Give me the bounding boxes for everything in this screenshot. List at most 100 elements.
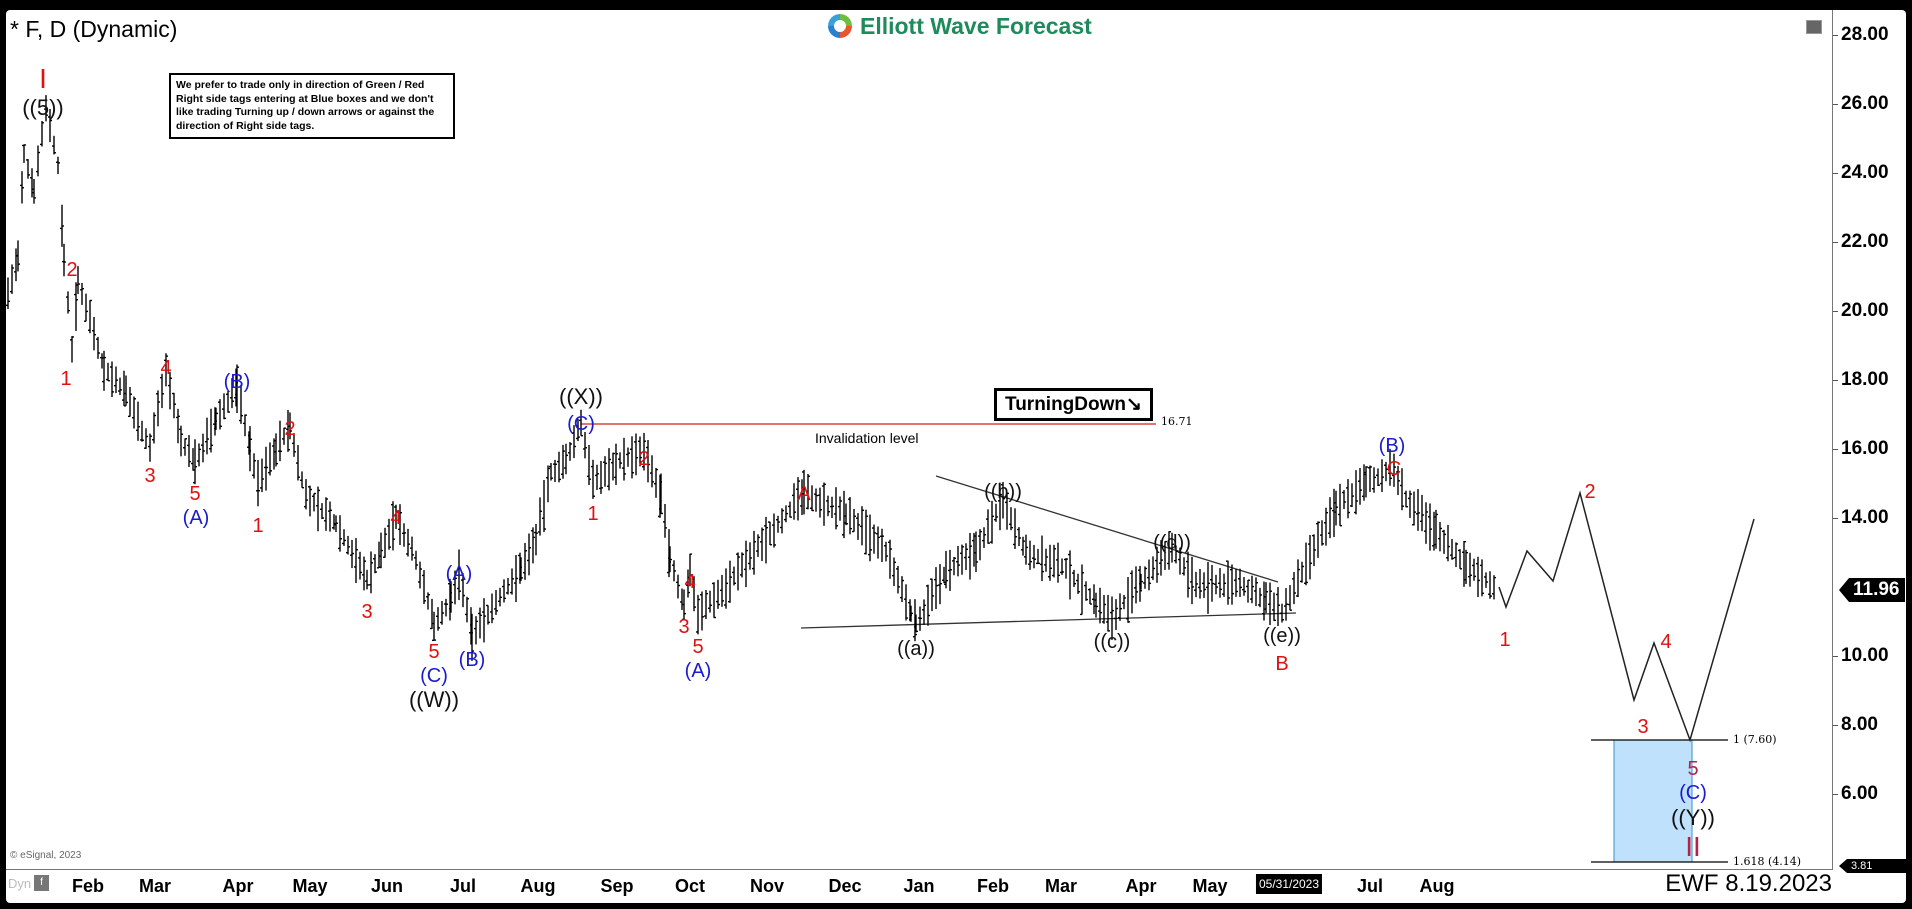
svg-text:1: 1 [1499, 629, 1510, 651]
svg-text:(C): (C) [420, 665, 448, 687]
y-tick: 22.00 [1841, 231, 1889, 252]
x-tick: Sep [600, 876, 634, 896]
y-tick: 24.00 [1841, 162, 1889, 183]
svg-text:(B): (B) [1379, 435, 1406, 457]
price-axis[interactable]: 28.00 26.00 24.00 22.00 20.00 18.00 16.0… [1833, 10, 1906, 873]
y-tick: 8.00 [1841, 714, 1878, 735]
copyright-text: © eSignal, 2023 [10, 850, 82, 861]
svg-text:(B): (B) [459, 649, 486, 671]
x-tick: May [1192, 876, 1228, 896]
x-tick: Mar [1044, 876, 1078, 896]
svg-text:2: 2 [1584, 481, 1595, 503]
svg-text:(C): (C) [567, 413, 595, 435]
svg-text:1: 1 [252, 515, 263, 537]
svg-text:((d)): ((d)) [1153, 532, 1191, 554]
svg-text:4: 4 [160, 357, 171, 379]
svg-text:((Y)): ((Y)) [1671, 805, 1715, 830]
x-tick: Feb [71, 876, 105, 896]
svg-text:A: A [797, 483, 811, 505]
x-tick: Feb [976, 876, 1010, 896]
y-tick: 26.00 [1841, 93, 1889, 114]
svg-text:5: 5 [1687, 758, 1698, 780]
svg-text:((W)): ((W)) [409, 687, 459, 712]
svg-text:2: 2 [638, 448, 649, 470]
svg-text:((c)): ((c)) [1094, 631, 1131, 653]
y-tick: 16.00 [1841, 438, 1889, 459]
wave-labels: I ((5)) 2 1 4 3 5 (A) (B) 2 1 4 3 (A) 5 … [22, 63, 1715, 862]
svg-text:(A): (A) [685, 660, 712, 682]
x-tick: Jun [370, 876, 404, 896]
lock-icon[interactable]: f [34, 875, 49, 891]
svg-text:((X)): ((X)) [559, 384, 603, 409]
brand-logo: Elliott Wave Forecast [822, 10, 1096, 42]
restore-window-icon[interactable] [1806, 20, 1822, 34]
triangle-lower-line [800, 612, 1297, 629]
svg-text:4: 4 [390, 507, 401, 529]
svg-text:1: 1 [587, 503, 598, 525]
svg-text:4: 4 [1660, 631, 1671, 653]
y-tick: 20.00 [1841, 300, 1889, 321]
time-axis[interactable]: Dyn f Feb Mar Apr May Jun Jul Aug Sep Oc… [6, 870, 1832, 903]
y-tick: 14.00 [1841, 507, 1889, 528]
svg-text:((e)): ((e)) [1263, 625, 1301, 647]
x-tick: Nov [749, 876, 785, 896]
svg-text:B: B [1275, 653, 1288, 675]
svg-text:2: 2 [66, 259, 77, 281]
x-tick: Jul [1356, 876, 1384, 896]
x-tick: Mar [138, 876, 172, 896]
arrow-down-right-icon: ↘ [1126, 394, 1142, 415]
y-tick: 6.00 [1841, 783, 1878, 804]
x-tick: Jul [449, 876, 477, 896]
svg-text:5: 5 [189, 483, 200, 505]
chart-title: * F, D (Dynamic) [10, 16, 178, 42]
projected-path [1498, 490, 1755, 743]
svg-text:3: 3 [678, 616, 689, 638]
invalidation-label: Invalidation level [815, 430, 919, 446]
svg-text:(A): (A) [183, 507, 210, 529]
ohlc-bars [6, 95, 1496, 661]
invalidation-value: 16.71 [1161, 415, 1193, 428]
brand-logo-icon [828, 14, 852, 38]
x-tick: Aug [1419, 876, 1455, 896]
x-tick: Jan [903, 876, 935, 896]
low-price-tag: 3.81 [1839, 859, 1906, 873]
y-tick: 28.00 [1841, 24, 1889, 45]
x-tick: Oct [674, 876, 706, 896]
trading-note: We prefer to trade only in direction of … [169, 73, 455, 139]
y-tick: 10.00 [1841, 645, 1889, 666]
target-blue-box [1613, 739, 1693, 863]
last-price-tag: 11.96 [1839, 578, 1905, 602]
svg-text:(C): (C) [1679, 782, 1707, 804]
x-tick: Apr [222, 876, 254, 896]
svg-text:2: 2 [284, 418, 295, 440]
x-tick: Apr [1125, 876, 1157, 896]
svg-text:3: 3 [144, 465, 155, 487]
turning-label: TurningDown [1005, 394, 1127, 415]
triangle-upper-line [935, 475, 1279, 583]
svg-text:((a)): ((a)) [897, 638, 935, 660]
svg-text:II: II [1685, 831, 1701, 862]
svg-text:3: 3 [361, 601, 372, 623]
x-tick: May [292, 876, 328, 896]
svg-text:(A): (A) [446, 563, 473, 585]
brand-logo-text: Elliott Wave Forecast [860, 12, 1092, 39]
fib-1618-label: 1.618 (4.14) [1733, 855, 1802, 868]
svg-text:((5)): ((5)) [22, 95, 64, 120]
ewf-date: EWF 8.19.2023 [1665, 870, 1832, 897]
turning-down-badge: TurningDown↘ [994, 388, 1153, 421]
svg-text:1: 1 [60, 368, 71, 390]
svg-text:5: 5 [692, 636, 703, 658]
svg-text:I: I [39, 63, 47, 94]
svg-text:((b)): ((b)) [984, 481, 1022, 503]
svg-text:(B): (B) [224, 371, 251, 393]
date-cursor: 05/31/2023 [1255, 874, 1323, 894]
svg-text:4: 4 [684, 571, 695, 593]
svg-text:C: C [1387, 458, 1401, 480]
plot-area[interactable]: * F, D (Dynamic) Elliott Wave Forecast W… [6, 10, 1833, 870]
dyn-label: Dyn [8, 876, 32, 891]
fib-1-label: 1 (7.60) [1733, 733, 1777, 746]
svg-text:3: 3 [1637, 716, 1648, 738]
x-tick: Aug [520, 876, 556, 896]
x-tick: Dec [828, 876, 862, 896]
price-chart: I ((5)) 2 1 4 3 5 (A) (B) 2 1 4 3 (A) 5 … [6, 63, 1755, 863]
